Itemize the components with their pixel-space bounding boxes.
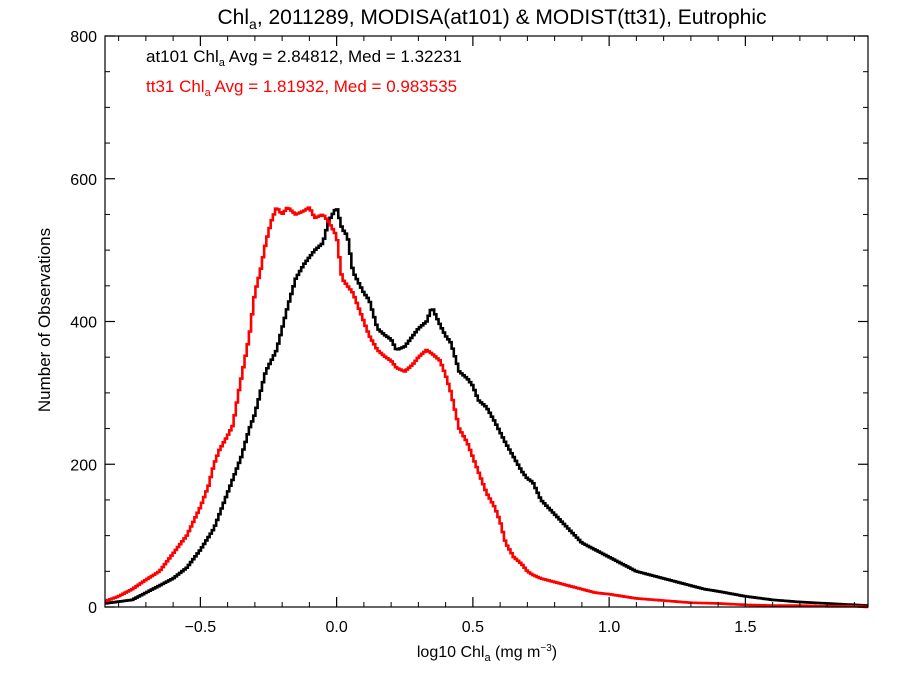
x-tick-label: 0.0 [326,619,348,636]
x-axis-label-superscript: −3 [540,643,552,654]
annotation-at101-pre: at101 Chl [146,47,219,66]
x-tick-label: 1.0 [598,619,620,636]
x-axis-label-subscript: a [484,652,491,664]
x-axis-label-post: ) [552,644,557,661]
x-tick-label: 0.5 [462,619,484,636]
x-tick-label: −0.5 [185,619,217,636]
chart-title: Chla, 2011289, MODISA(at101) & MODIST(tt… [218,6,767,32]
series-line-tt31 [105,206,868,609]
annotation-tt31-post: Avg = 1.81932, Med = 0.983535 [211,77,457,96]
series-line-at101 [105,208,868,607]
series-layer [105,206,868,609]
chart-title-rest: , 2011289, MODISA(at101) & MODIST(tt31),… [257,6,767,29]
y-tick-label: 400 [70,315,97,332]
y-tick-label: 800 [70,29,97,46]
y-tick-label: 600 [70,172,97,189]
annotation-at101: at101 Chla Avg = 2.84812, Med = 1.32231 [146,47,462,69]
x-axis-label-pre: log10 Chl [417,644,485,661]
chart-title-subscript: a [249,16,257,32]
annotation-at101-post: Avg = 2.84812, Med = 1.32231 [225,47,462,66]
x-axis-label-mid: (mg m [491,644,541,661]
annotation-tt31-pre: tt31 Chl [146,77,205,96]
y-axis-label: Number of Observations [35,228,54,412]
x-axis-label: log10 Chla (mg m−3) [417,643,557,664]
annotation-tt31: tt31 Chla Avg = 1.81932, Med = 0.983535 [146,77,457,99]
annotation-at101-subscript: a [219,57,226,69]
tick-layer: −0.5 0.0 0.5 1.0 1.5 0 200 400 600 800 [70,29,868,636]
chart-title-main: Chl [218,6,250,29]
annotation-tt31-subscript: a [205,87,212,99]
x-tick-label: 1.5 [734,619,756,636]
y-tick-label: 200 [70,457,97,474]
plot-frame [104,35,869,608]
y-tick-label: 0 [88,600,97,617]
